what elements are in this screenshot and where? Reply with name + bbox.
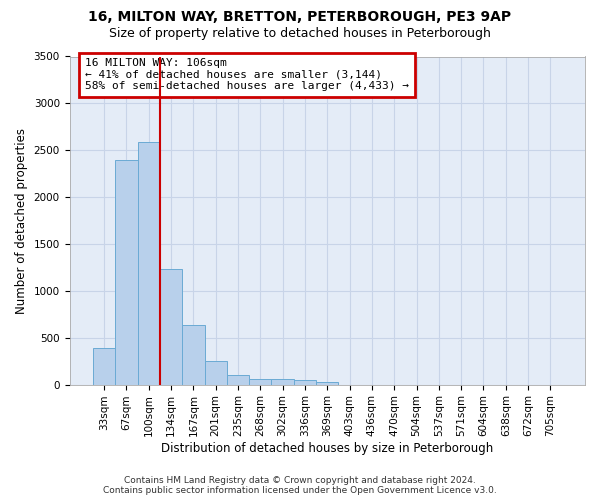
Bar [182, 324, 205, 384]
Bar [316, 382, 338, 384]
Bar [115, 160, 137, 384]
Text: 16, MILTON WAY, BRETTON, PETERBOROUGH, PE3 9AP: 16, MILTON WAY, BRETTON, PETERBOROUGH, P… [88, 10, 512, 24]
Bar [227, 375, 249, 384]
Text: 16 MILTON WAY: 106sqm
← 41% of detached houses are smaller (3,144)
58% of semi-d: 16 MILTON WAY: 106sqm ← 41% of detached … [85, 58, 409, 92]
X-axis label: Distribution of detached houses by size in Peterborough: Distribution of detached houses by size … [161, 442, 493, 455]
Bar [294, 380, 316, 384]
Bar [137, 142, 160, 384]
Y-axis label: Number of detached properties: Number of detached properties [15, 128, 28, 314]
Bar [160, 270, 182, 384]
Text: Size of property relative to detached houses in Peterborough: Size of property relative to detached ho… [109, 28, 491, 40]
Text: Contains HM Land Registry data © Crown copyright and database right 2024.
Contai: Contains HM Land Registry data © Crown c… [103, 476, 497, 495]
Bar [271, 380, 294, 384]
Bar [93, 348, 115, 385]
Bar [249, 379, 271, 384]
Bar [205, 360, 227, 384]
